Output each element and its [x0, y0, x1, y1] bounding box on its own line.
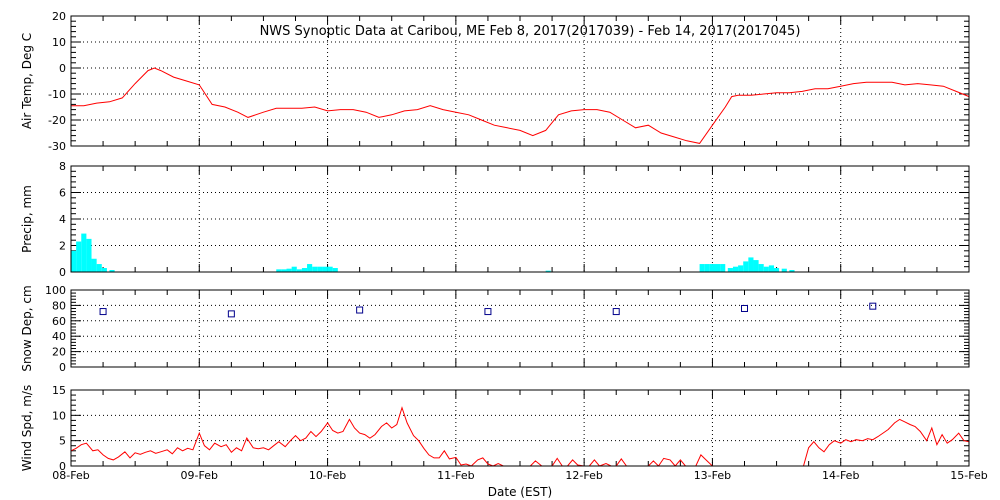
y-tick-label: 5: [59, 435, 66, 448]
snow-depth-point: [484, 308, 492, 316]
panel-air-temp: -30 -20 -10 0 10 20 Air Temp, Deg C: [20, 10, 970, 153]
precip-bar: [327, 266, 333, 272]
y-tick-label: 0: [59, 62, 66, 75]
x-tick-label: 10-Feb: [309, 469, 346, 482]
x-tick-label: 13-Feb: [694, 469, 731, 482]
series-snow-depth: [99, 302, 877, 318]
x-tick-label: 14-Feb: [822, 469, 859, 482]
y-tick-label: 10: [52, 36, 66, 49]
precip-bar: [296, 269, 302, 272]
precip-bar: [763, 266, 769, 272]
precip-bar: [545, 270, 551, 272]
precip-bar: [276, 269, 282, 272]
precip-bar: [768, 265, 775, 272]
x-tick-label: 08-Feb: [52, 469, 89, 482]
data-line-air-temp: [71, 67, 969, 144]
y-tick-label: 6: [59, 187, 66, 200]
y-tick-label: 100: [45, 284, 66, 297]
y-tick-label: 0: [59, 460, 66, 473]
precip-bar: [71, 250, 77, 272]
precip-bar: [781, 268, 787, 272]
y-tick-label: 0: [59, 361, 66, 374]
x-tick-label: 12-Feb: [565, 469, 602, 482]
precip-bar: [109, 270, 115, 272]
snow-depth-point: [869, 302, 877, 310]
snow-depth-point: [227, 310, 235, 318]
x-tick-label: 15-Feb: [950, 469, 987, 482]
precip-bar: [704, 264, 710, 272]
series-wind-speed: [71, 406, 969, 466]
precip-bar: [753, 260, 759, 272]
precip-bar: [307, 264, 313, 272]
precip-bar: [76, 241, 82, 272]
panel-frame: [70, 289, 970, 368]
y-axis-label: Air Temp, Deg C: [20, 33, 34, 129]
precip-bar: [727, 268, 733, 272]
precip-bar: [732, 266, 739, 272]
precip-bar: [317, 266, 323, 272]
precip-bar: [322, 266, 328, 272]
y-tick-label: 60: [52, 315, 66, 328]
snow-depth-point: [99, 308, 107, 316]
precip-bar: [286, 268, 292, 272]
precip-bar: [714, 264, 721, 272]
x-tick-label: 09-Feb: [181, 469, 218, 482]
series-air-temp: [71, 67, 969, 144]
panel-frame: [70, 165, 970, 273]
data-line-wind-speed: [71, 406, 969, 466]
precip-bar: [301, 268, 308, 272]
precip-bar: [743, 261, 749, 272]
y-tick-label: 20: [52, 346, 66, 359]
y-axis-label: Snow Dep, cm: [20, 285, 34, 371]
precip-bar: [96, 264, 102, 272]
precip-bar: [738, 265, 744, 272]
y-tick-label: 8: [59, 160, 66, 173]
precip-bar: [91, 258, 97, 272]
y-tick-label: -20: [48, 114, 66, 127]
snow-depth-point: [612, 308, 620, 316]
y-tick-label: 2: [59, 240, 66, 253]
precip-bar: [789, 270, 795, 272]
y-tick-label: 0: [59, 266, 66, 279]
precip-bar: [774, 268, 780, 272]
precip-bar: [758, 264, 764, 272]
panel-snow-depth: 0 20 40 60 80 100 Snow Dep, cm: [20, 284, 970, 374]
y-tick-label: -10: [48, 88, 66, 101]
y-tick-label: 15: [52, 384, 66, 397]
panel-precip: 0 2 4 6 8 Precip, mm: [20, 160, 970, 279]
y-tick-label: 10: [52, 409, 66, 422]
y-tick-label: 4: [59, 213, 66, 226]
precip-bar: [101, 268, 107, 272]
chart-title: NWS Synoptic Data at Caribou, ME Feb 8, …: [260, 24, 801, 39]
y-axis-label: Precip, mm: [20, 185, 34, 253]
precip-bar: [86, 238, 92, 272]
precip-bar: [709, 264, 715, 272]
series-precip: [71, 233, 795, 272]
precip-bar: [291, 266, 297, 272]
precip-bar: [312, 266, 318, 272]
precip-bar: [81, 233, 87, 272]
precip-bar: [699, 264, 705, 272]
y-tick-label: -30: [48, 140, 66, 153]
y-tick-label: 40: [52, 330, 66, 343]
snow-depth-point: [741, 304, 748, 312]
panel-frame: [70, 15, 970, 147]
y-tick-label: 80: [52, 299, 66, 312]
precip-bar: [281, 269, 287, 272]
precip-bar: [748, 257, 754, 272]
snow-depth-point: [356, 306, 364, 314]
x-tick-label: 11-Feb: [437, 469, 474, 482]
precip-bar: [332, 268, 338, 272]
panel-wind-speed: 0 5 10 15 Wind Spd, m/s: [20, 384, 970, 473]
precip-bar: [720, 264, 726, 272]
y-tick-label: 20: [52, 10, 66, 23]
y-axis-label: Wind Spd, m/s: [20, 385, 34, 471]
panel-frame: [70, 389, 970, 467]
x-axis-label: Date (EST): [488, 485, 552, 499]
